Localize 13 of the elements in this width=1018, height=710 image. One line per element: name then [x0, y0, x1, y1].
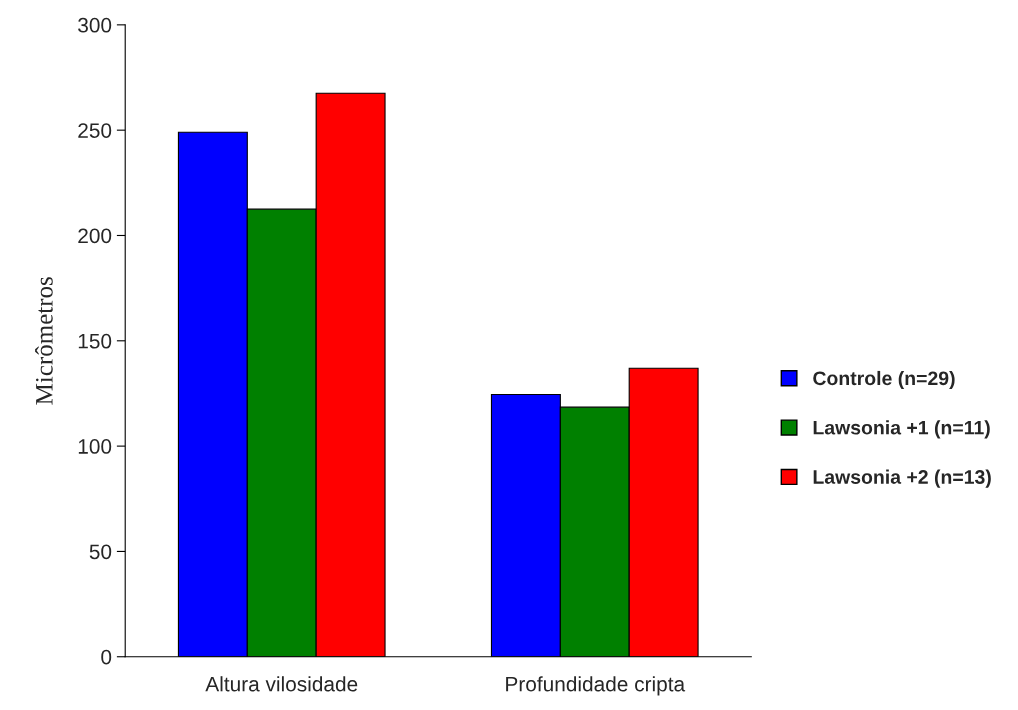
- y-tick-label: 300: [78, 17, 112, 33]
- y-tick-label: 250: [78, 123, 112, 138]
- y-tick-label: 150: [78, 333, 112, 349]
- y-tick-label: 50: [89, 544, 112, 560]
- legend-label: Lawsonia +2 (n=13): [813, 469, 991, 488]
- y-tick-label: 0: [101, 649, 112, 665]
- legend-label: Controle (n=29): [813, 370, 955, 390]
- y-tick-label: 100: [78, 439, 112, 454]
- x-tick-label: Altura vilosidade: [205, 676, 358, 692]
- legend-label: Lawsonia +1 (n=11): [813, 420, 990, 439]
- x-tick-label: Profundidade cripta: [506, 676, 686, 696]
- y-axis-title: Micrômetros: [35, 277, 53, 405]
- y-tick-label: 200: [78, 228, 112, 244]
